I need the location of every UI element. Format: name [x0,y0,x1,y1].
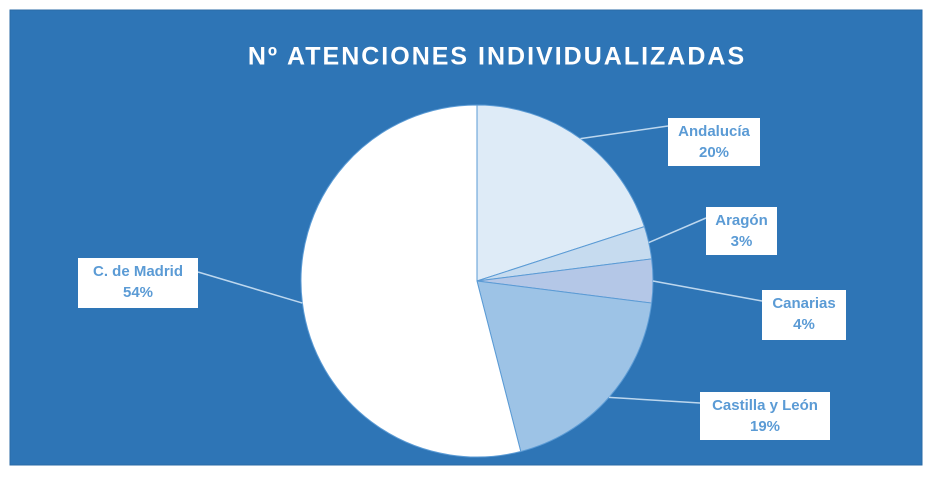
pie-slice [476,280,653,453]
label-box [78,258,198,308]
category-label: Aragón [715,212,768,229]
label-box [668,118,760,166]
leader-line [580,125,669,140]
value-label: 20% [699,144,729,161]
category-label: C. de Madrid [93,263,183,280]
leader-line [608,396,701,404]
label-box [762,290,846,340]
leader-line [648,217,707,244]
label-box [706,207,777,255]
leader-line [652,280,763,302]
value-label: 3% [731,233,753,250]
value-label: 54% [123,284,153,301]
category-label: Castilla y León [712,397,818,414]
label-box [700,392,830,440]
value-label: 19% [750,418,780,435]
chart-title: Nº ATENCIONES INDIVIDUALIZADAS [248,43,746,71]
pie-slice [476,104,646,282]
category-label: Andalucía [678,123,750,140]
category-label: Canarias [772,295,835,312]
pie-slice [300,104,522,458]
value-label: 4% [793,316,815,333]
leader-line [197,271,303,304]
